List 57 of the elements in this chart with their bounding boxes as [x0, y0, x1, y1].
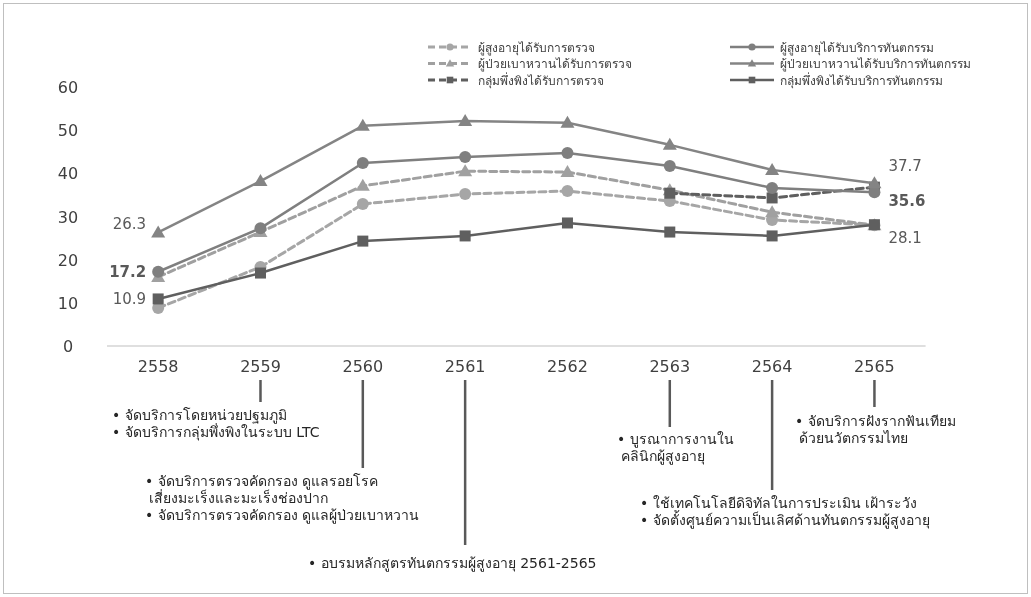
y-tick-label: 40	[57, 164, 79, 184]
y-tick-label: 10	[57, 293, 79, 313]
point	[663, 160, 676, 172]
point	[561, 185, 574, 198]
point	[152, 265, 165, 278]
point	[766, 182, 779, 195]
point	[355, 178, 370, 191]
point	[459, 188, 472, 201]
point	[254, 267, 266, 279]
x-tick-label: 2558	[137, 357, 179, 376]
point	[664, 226, 676, 238]
point	[560, 165, 575, 178]
point	[664, 187, 676, 199]
y-tick-label: 0	[62, 337, 74, 356]
legend-label: ผู้ป่วยเบาหวานได้รับการตรวจ	[478, 57, 632, 72]
point	[766, 192, 778, 204]
data-label: 10.9	[112, 289, 147, 308]
x-tick-label: 2565	[854, 357, 895, 376]
x-tick-label: 2563	[649, 357, 691, 376]
y-tick-label: 50	[57, 121, 79, 141]
legend-label: ผู้สูงอายุได้รับการตรวจ	[478, 40, 595, 56]
x-tick-label: 2560	[342, 357, 384, 376]
data-label: 26.3	[112, 215, 147, 234]
x-tick-label: 2559	[240, 357, 281, 376]
y-tick-label: 20	[57, 250, 79, 270]
point	[355, 118, 370, 131]
point	[867, 176, 882, 189]
point	[766, 230, 778, 242]
point	[459, 230, 471, 242]
point	[765, 162, 780, 175]
data-label: 35.6	[888, 192, 926, 211]
point	[662, 137, 677, 150]
point	[561, 147, 574, 160]
point	[560, 115, 575, 128]
legend-label: ผู้ป่วยเบาหวานได้รับบริการทันตกรรม	[780, 57, 971, 72]
point	[459, 150, 472, 163]
y-tick-label: 30	[57, 207, 79, 227]
point	[765, 205, 780, 218]
data-label: 28.1	[888, 228, 922, 247]
x-tick-label: 2561	[444, 357, 486, 376]
point	[356, 156, 369, 169]
x-tick-label: 2564	[751, 357, 793, 376]
point	[356, 197, 369, 210]
legend-label: กลุ่มพึ่งพิงได้รับการตรวจ	[478, 71, 604, 89]
point	[357, 235, 369, 247]
point	[561, 217, 573, 229]
y-tick-label: 60	[57, 78, 79, 97]
legend-label: ผู้สูงอายุได้รับบริการทันตกรรม	[780, 40, 934, 56]
data-label: 37.7	[888, 157, 922, 176]
point	[253, 174, 268, 187]
point	[152, 293, 164, 305]
point	[458, 114, 473, 127]
point	[151, 225, 166, 238]
legend-label: กลุ่มพึ่งพิงได้รับบริการทันตกรรม	[780, 71, 943, 89]
data-label: 17.2	[109, 262, 147, 281]
point	[458, 164, 473, 177]
x-tick-label: 2562	[547, 357, 588, 376]
